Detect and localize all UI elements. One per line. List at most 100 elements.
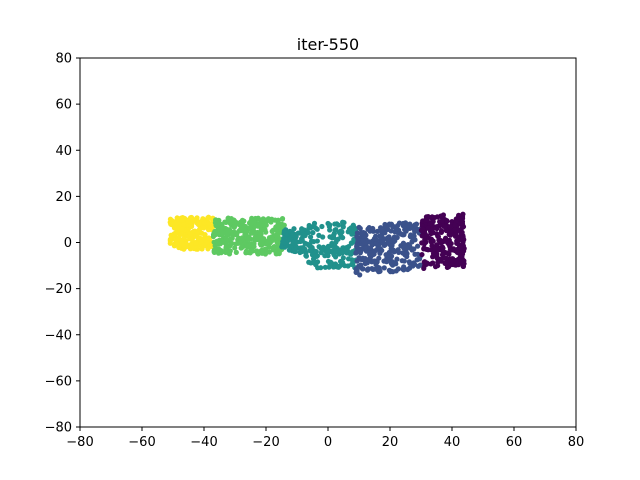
scatter-point-cluster-2	[263, 222, 269, 228]
scatter-point-cluster-4	[394, 256, 400, 262]
scatter-point-cluster-3	[290, 239, 296, 246]
scatter-point-cluster-5	[460, 263, 466, 270]
scatter-point-cluster-3	[306, 259, 312, 265]
scatter-point-cluster-5	[447, 256, 453, 262]
scatter-point-cluster-2	[237, 240, 243, 246]
scatter-point-cluster-3	[311, 220, 318, 226]
scatter-point-cluster-5	[435, 259, 441, 266]
scatter-point-cluster-5	[443, 259, 449, 265]
scatter-point-cluster-2	[245, 243, 251, 249]
y-tick-label: 20	[55, 190, 72, 205]
scatter-point-cluster-4	[376, 265, 382, 271]
scatter-point-cluster-1	[191, 245, 197, 252]
scatter-point-cluster-5	[419, 233, 425, 239]
scatter-point-cluster-4	[357, 246, 363, 252]
scatter-point-cluster-2	[240, 223, 246, 229]
x-tick-label: 80	[568, 435, 585, 450]
scatter-point-cluster-5	[421, 259, 427, 265]
scatter-point-cluster-1	[179, 217, 185, 223]
scatter-point-cluster-4	[383, 224, 389, 230]
scatter-point-cluster-2	[224, 231, 230, 237]
scatter-point-cluster-4	[387, 238, 393, 244]
scatter-point-cluster-4	[401, 264, 407, 270]
scatter-point-cluster-2	[216, 217, 222, 223]
scatter-point-cluster-3	[299, 248, 305, 255]
scatter-point-cluster-2	[275, 223, 281, 229]
scatter-point-cluster-3	[348, 240, 354, 246]
scatter-point-cluster-3	[307, 247, 313, 253]
scatter-point-cluster-2	[275, 232, 281, 238]
scatter-point-cluster-4	[398, 231, 404, 237]
scatter-point-cluster-4	[402, 242, 408, 248]
scatter-point-cluster-3	[327, 263, 333, 269]
scatter-point-cluster-3	[286, 247, 292, 253]
scatter-point-cluster-5	[430, 251, 437, 257]
scatter-point-cluster-4	[412, 222, 418, 228]
scatter-point-cluster-1	[174, 241, 180, 247]
scatter-point-cluster-2	[223, 241, 229, 247]
scatter-point-cluster-4	[383, 252, 389, 258]
scatter-point-cluster-3	[348, 251, 354, 257]
scatter-point-cluster-5	[442, 235, 449, 241]
scatter-point-cluster-5	[448, 240, 454, 247]
scatter-point-cluster-5	[448, 228, 454, 234]
scatter-point-cluster-1	[188, 214, 195, 221]
scatter-point-cluster-5	[442, 224, 448, 230]
scatter-point-cluster-5	[425, 225, 431, 231]
scatter-point-cluster-4	[396, 249, 402, 255]
y-tick-label: 40	[55, 144, 72, 159]
x-tick-label: 60	[506, 435, 523, 450]
scatter-point-cluster-4	[365, 226, 371, 232]
scatter-point-cluster-3	[302, 232, 308, 239]
scatter-point-cluster-5	[459, 229, 465, 235]
scatter-point-cluster-2	[233, 249, 239, 255]
scatter-point-cluster-4	[395, 266, 401, 272]
scatter-point-cluster-4	[407, 260, 413, 266]
scatter-point-cluster-5	[426, 235, 432, 241]
scatter-point-cluster-5	[444, 250, 451, 256]
scatter-point-cluster-2	[258, 242, 264, 248]
scatter-point-cluster-4	[404, 253, 410, 260]
scatter-point-cluster-1	[167, 240, 173, 246]
scatter-point-cluster-3	[310, 230, 316, 236]
scatter-point-cluster-1	[201, 225, 207, 231]
scatter-point-cluster-2	[259, 247, 265, 253]
scatter-point-cluster-4	[362, 240, 368, 246]
scatter-point-cluster-2	[226, 251, 233, 257]
points-layer	[167, 211, 467, 278]
scatter-point-cluster-5	[459, 254, 465, 260]
scatter-point-cluster-5	[430, 218, 436, 225]
scatter-point-cluster-5	[460, 258, 466, 264]
scatter-point-cluster-2	[279, 216, 285, 222]
scatter-point-cluster-4	[360, 266, 366, 272]
scatter-point-cluster-1	[206, 235, 212, 241]
scatter-point-cluster-2	[270, 236, 276, 243]
scatter-point-cluster-2	[223, 246, 229, 253]
scatter-point-cluster-3	[303, 253, 310, 259]
scatter-point-cluster-2	[229, 235, 235, 241]
y-axis-ticks: −80 −60 −40 −20 0 20 40 60 80	[45, 52, 80, 436]
scatter-point-cluster-4	[358, 256, 364, 263]
scatter-point-cluster-3	[350, 260, 356, 266]
scatter-point-cluster-4	[388, 253, 395, 259]
scatter-point-cluster-4	[415, 243, 421, 249]
scatter-point-cluster-1	[174, 225, 180, 231]
y-tick-label: 0	[64, 236, 72, 251]
y-tick-label: −60	[45, 374, 72, 389]
scatter-point-cluster-2	[255, 223, 261, 229]
scatter-point-cluster-4	[354, 242, 360, 248]
x-tick-label: −80	[66, 435, 93, 450]
scatter-point-cluster-3	[281, 228, 287, 234]
scatter-point-cluster-1	[206, 220, 212, 226]
scatter-point-cluster-4	[388, 248, 394, 254]
scatter-point-cluster-5	[419, 251, 425, 258]
scatter-point-cluster-3	[307, 225, 314, 231]
y-tick-label: −80	[45, 421, 72, 436]
scatter-point-cluster-5	[428, 231, 434, 237]
scatter-point-cluster-4	[380, 239, 386, 245]
scatter-point-cluster-5	[447, 224, 454, 230]
scatter-point-cluster-4	[363, 245, 369, 251]
scatter-point-cluster-4	[399, 258, 405, 264]
scatter-point-cluster-4	[388, 228, 394, 234]
